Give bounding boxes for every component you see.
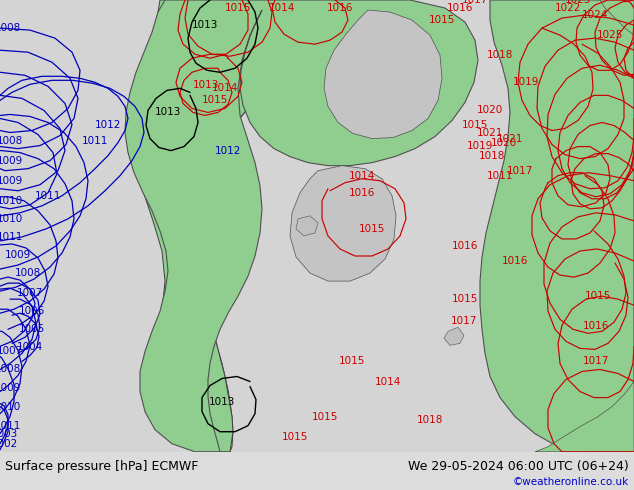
Text: 1013: 1013 (193, 80, 219, 90)
Text: 1008: 1008 (0, 136, 23, 146)
Text: 1024: 1024 (582, 10, 608, 20)
Text: 1014: 1014 (212, 83, 238, 94)
Text: 1014: 1014 (375, 376, 401, 387)
Text: 1014: 1014 (269, 3, 295, 13)
Text: 1017: 1017 (583, 356, 609, 367)
Text: 1013: 1013 (209, 396, 235, 407)
Text: 1016: 1016 (327, 3, 353, 13)
Text: 1016: 1016 (502, 256, 528, 266)
Text: 1008: 1008 (0, 23, 21, 33)
Text: 1013: 1013 (155, 107, 181, 118)
Text: 1019: 1019 (467, 141, 493, 150)
Text: ©weatheronline.co.uk: ©weatheronline.co.uk (513, 477, 629, 487)
Text: 1011: 1011 (487, 171, 513, 181)
Text: Surface pressure [hPa] ECMWF: Surface pressure [hPa] ECMWF (5, 460, 198, 473)
Polygon shape (444, 327, 464, 345)
Text: 1007: 1007 (17, 288, 43, 298)
Text: 1018: 1018 (487, 50, 513, 60)
Text: 1016: 1016 (452, 241, 478, 251)
Text: 1009: 1009 (5, 250, 31, 260)
Text: We 29-05-2024 06:00 UTC (06+24): We 29-05-2024 06:00 UTC (06+24) (408, 460, 629, 473)
Text: 1009: 1009 (0, 156, 23, 166)
Text: 1023: 1023 (565, 0, 591, 5)
Text: 1025: 1025 (597, 30, 623, 40)
Text: 1009: 1009 (0, 383, 21, 392)
Text: 1016: 1016 (583, 321, 609, 331)
Text: 1015: 1015 (339, 356, 365, 367)
Text: 1021: 1021 (497, 134, 523, 144)
Text: 1020: 1020 (477, 105, 503, 116)
Text: 1008: 1008 (15, 268, 41, 278)
Polygon shape (125, 0, 478, 452)
Text: 1015: 1015 (281, 432, 308, 441)
Text: 1018: 1018 (479, 150, 505, 161)
Text: 1022: 1022 (555, 3, 581, 13)
Text: 1011: 1011 (0, 232, 23, 242)
Text: 1010: 1010 (0, 196, 23, 206)
Text: 1012: 1012 (95, 121, 121, 130)
Text: 1015: 1015 (452, 294, 478, 304)
Text: 1011: 1011 (82, 136, 108, 146)
Text: 1011: 1011 (0, 421, 21, 431)
Text: 1010: 1010 (0, 402, 21, 412)
Text: 1002: 1002 (0, 439, 18, 449)
Text: 1021: 1021 (477, 127, 503, 138)
Polygon shape (132, 0, 272, 452)
Text: 1005: 1005 (19, 324, 45, 334)
Text: 1015: 1015 (202, 96, 228, 105)
Text: 1015: 1015 (462, 121, 488, 130)
Text: 1015: 1015 (312, 412, 338, 421)
Text: 1006: 1006 (19, 306, 45, 316)
Text: 1017: 1017 (462, 0, 488, 5)
Text: 1004: 1004 (17, 343, 43, 352)
Text: 1018: 1018 (417, 415, 443, 425)
Text: 1010: 1010 (0, 214, 23, 224)
Polygon shape (600, 0, 634, 35)
Text: 1012: 1012 (215, 146, 241, 156)
Text: 1008: 1008 (0, 365, 21, 374)
Polygon shape (290, 166, 396, 281)
Text: 1015: 1015 (585, 291, 611, 301)
Polygon shape (535, 382, 634, 452)
Text: 1003: 1003 (0, 429, 18, 439)
Text: 1009: 1009 (0, 176, 23, 186)
Text: 1016: 1016 (349, 188, 375, 198)
Text: 1007: 1007 (0, 346, 23, 356)
Polygon shape (324, 10, 442, 139)
Text: 1019: 1019 (513, 77, 539, 87)
Text: 1014: 1014 (349, 171, 375, 181)
Text: 1020: 1020 (491, 138, 517, 147)
Text: 1015: 1015 (359, 224, 385, 234)
Polygon shape (296, 216, 318, 236)
Polygon shape (480, 0, 634, 452)
Text: 1013: 1013 (192, 20, 218, 30)
Text: 1016: 1016 (447, 3, 473, 13)
Text: 1017: 1017 (451, 316, 477, 326)
Polygon shape (132, 0, 268, 452)
Text: 1011: 1011 (35, 191, 61, 201)
Text: 1017: 1017 (507, 166, 533, 176)
Text: 1015: 1015 (225, 3, 251, 13)
Text: 1015: 1015 (429, 15, 455, 25)
